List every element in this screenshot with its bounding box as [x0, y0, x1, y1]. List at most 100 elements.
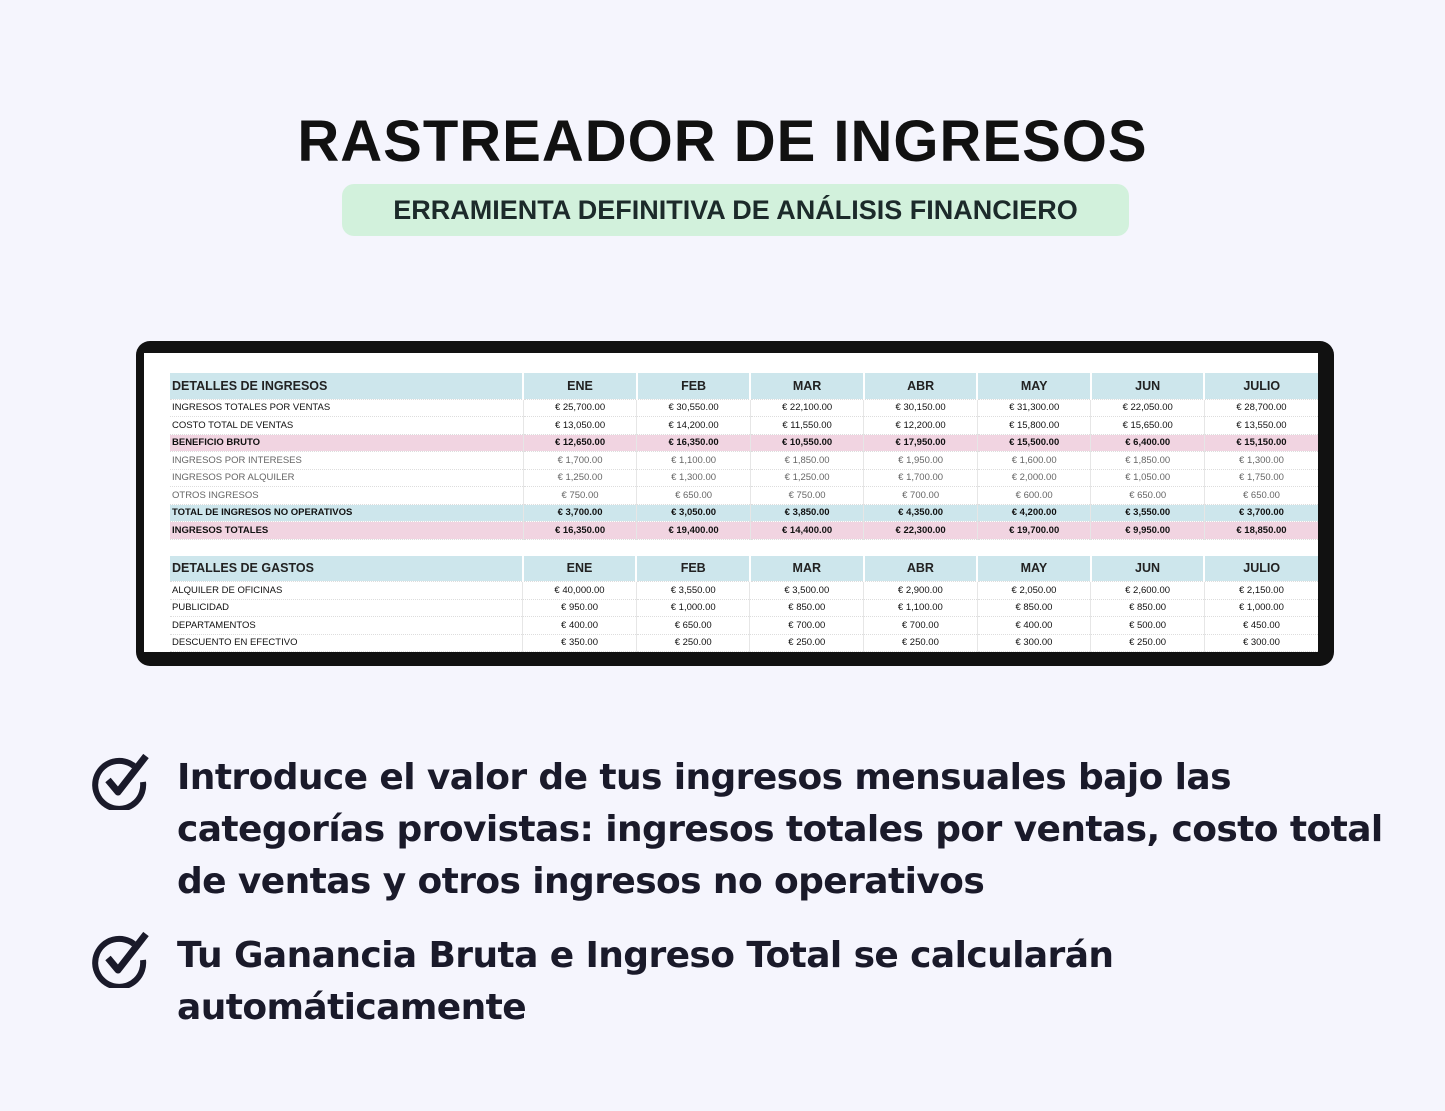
value-cell[interactable]: € 16,350.00 — [522, 521, 637, 540]
value-cell[interactable]: € 300.00 — [1203, 634, 1318, 652]
table-row: DEPARTAMENTOS € 400.00 € 650.00 € 700.00 € 7… — [170, 616, 1318, 635]
value-cell[interactable]: € 3,500.00 — [749, 581, 864, 600]
value-cell[interactable]: € 25,700.00 — [522, 399, 637, 417]
value-cell[interactable]: € 4,350.00 — [863, 504, 978, 522]
row-label: INGRESOS TOTALES — [170, 521, 524, 540]
table-row: COSTO TOTAL DE VENTAS € 13,050.00 € 14,200… — [170, 416, 1318, 435]
value-cell[interactable]: € 250.00 — [1090, 634, 1205, 652]
value-cell[interactable]: € 1,300.00 — [636, 469, 751, 487]
value-cell[interactable]: € 250.00 — [635, 634, 750, 652]
row-label: COSTO TOTAL DE VENTAS — [170, 416, 524, 435]
page-title: RASTREADOR DE INGRESOS — [297, 109, 1148, 174]
value-cell[interactable]: € 1,000.00 — [1203, 599, 1318, 617]
month-header: MAR — [748, 555, 864, 582]
value-cell[interactable]: € 15,650.00 — [1090, 416, 1205, 435]
value-cell[interactable]: € 3,050.00 — [636, 504, 751, 522]
value-cell[interactable]: € 250.00 — [863, 634, 978, 652]
value-cell[interactable]: € 1,700.00 — [522, 451, 637, 470]
value-cell[interactable]: € 2,050.00 — [976, 581, 1091, 600]
value-cell[interactable]: € 1,600.00 — [976, 451, 1091, 470]
value-cell[interactable]: € 700.00 — [863, 616, 978, 635]
value-cell[interactable]: € 2,600.00 — [1090, 581, 1205, 600]
value-cell[interactable]: € 650.00 — [1090, 486, 1205, 505]
value-cell[interactable]: € 300.00 — [976, 634, 1091, 652]
value-cell[interactable]: € 22,100.00 — [749, 399, 864, 417]
value-cell[interactable]: € 400.00 — [522, 616, 637, 635]
value-cell[interactable]: € 1,700.00 — [863, 469, 978, 487]
value-cell[interactable]: € 16,350.00 — [636, 434, 751, 452]
value-cell[interactable]: € 15,150.00 — [1203, 434, 1318, 452]
value-cell[interactable]: € 30,550.00 — [636, 399, 751, 417]
table-row: INGRESOS POR INTERESES € 1,700.00 € 1,100.… — [170, 451, 1318, 470]
feature-text: Introduce el valor de tus ingresos mensu… — [177, 757, 1383, 902]
value-cell[interactable]: € 1,850.00 — [749, 451, 864, 470]
value-cell[interactable]: € 950.00 — [522, 599, 637, 617]
value-cell[interactable]: € 1,100.00 — [636, 451, 751, 470]
value-cell[interactable]: € 2,150.00 — [1203, 581, 1318, 600]
row-label: INGRESOS TOTALES POR VENTAS — [170, 399, 524, 417]
value-cell[interactable]: € 600.00 — [976, 486, 1091, 505]
value-cell[interactable]: € 40,000.00 — [522, 581, 637, 600]
value-cell[interactable]: € 400.00 — [976, 616, 1091, 635]
value-cell[interactable]: € 650.00 — [1203, 486, 1318, 505]
value-cell[interactable]: € 4,200.00 — [976, 504, 1091, 522]
value-cell[interactable]: € 1,950.00 — [863, 451, 978, 470]
value-cell[interactable]: € 13,050.00 — [522, 416, 637, 435]
value-cell[interactable]: € 750.00 — [749, 486, 864, 505]
value-cell[interactable]: € 10,550.00 — [749, 434, 864, 452]
value-cell[interactable]: € 450.00 — [1203, 616, 1318, 635]
value-cell[interactable]: € 1,250.00 — [522, 469, 637, 487]
month-header: FEB — [635, 373, 751, 400]
value-cell[interactable]: € 1,250.00 — [749, 469, 864, 487]
table-row: INGRESOS POR ALQUILER € 1,250.00 € 1,300.0… — [170, 469, 1318, 487]
value-cell[interactable]: € 650.00 — [635, 616, 750, 635]
value-cell[interactable]: € 12,650.00 — [522, 434, 637, 452]
value-cell[interactable]: € 1,100.00 — [863, 599, 978, 617]
value-cell[interactable]: € 12,200.00 — [863, 416, 978, 435]
value-cell[interactable]: € 3,550.00 — [635, 581, 750, 600]
value-cell[interactable]: € 3,700.00 — [522, 504, 637, 522]
value-cell[interactable]: € 650.00 — [636, 486, 751, 505]
value-cell[interactable]: € 19,700.00 — [976, 521, 1091, 540]
row-label: INGRESOS POR ALQUILER — [170, 469, 524, 487]
value-cell[interactable]: € 17,950.00 — [863, 434, 978, 452]
value-cell[interactable]: € 700.00 — [749, 616, 864, 635]
value-cell[interactable]: € 2,900.00 — [863, 581, 978, 600]
value-cell[interactable]: € 1,750.00 — [1203, 469, 1318, 487]
value-cell[interactable]: € 850.00 — [1090, 599, 1205, 617]
value-cell[interactable]: € 3,850.00 — [749, 504, 864, 522]
value-cell[interactable]: € 19,400.00 — [636, 521, 751, 540]
value-cell[interactable]: € 15,800.00 — [976, 416, 1091, 435]
month-header: JULIO — [1203, 555, 1318, 582]
value-cell[interactable]: € 350.00 — [522, 634, 637, 652]
value-cell[interactable]: € 850.00 — [749, 599, 864, 617]
value-cell[interactable]: € 3,550.00 — [1090, 504, 1205, 522]
value-cell[interactable]: € 850.00 — [976, 599, 1091, 617]
value-cell[interactable]: € 6,400.00 — [1090, 434, 1205, 452]
value-cell[interactable]: € 3,700.00 — [1203, 504, 1318, 522]
value-cell[interactable]: € 28,700.00 — [1203, 399, 1318, 417]
value-cell[interactable]: € 9,950.00 — [1090, 521, 1205, 540]
value-cell[interactable]: € 1,050.00 — [1090, 469, 1205, 487]
value-cell[interactable]: € 750.00 — [522, 486, 637, 505]
value-cell[interactable]: € 11,550.00 — [749, 416, 864, 435]
value-cell[interactable]: € 14,200.00 — [636, 416, 751, 435]
value-cell[interactable]: € 22,300.00 — [863, 521, 978, 540]
value-cell[interactable]: € 18,850.00 — [1203, 521, 1318, 540]
value-cell[interactable]: € 2,000.00 — [976, 469, 1091, 487]
value-cell[interactable]: € 700.00 — [863, 486, 978, 505]
section-header: DETALLES DE GASTOS — [170, 555, 523, 582]
value-cell[interactable]: € 1,300.00 — [1203, 451, 1318, 470]
value-cell[interactable]: € 30,150.00 — [863, 399, 978, 417]
feature-list: Introduce el valor de tus ingresos mensu… — [90, 752, 1390, 1056]
value-cell[interactable]: € 22,050.00 — [1090, 399, 1205, 417]
spreadsheet-preview: DETALLES DE INGRESOS ENE FEB MAR ABR MAY JUN JU… — [144, 353, 1318, 652]
value-cell[interactable]: € 500.00 — [1090, 616, 1205, 635]
value-cell[interactable]: € 1,000.00 — [635, 599, 750, 617]
value-cell[interactable]: € 13,550.00 — [1203, 416, 1318, 435]
value-cell[interactable]: € 1,850.00 — [1090, 451, 1205, 470]
value-cell[interactable]: € 250.00 — [749, 634, 864, 652]
value-cell[interactable]: € 15,500.00 — [976, 434, 1091, 452]
value-cell[interactable]: € 31,300.00 — [976, 399, 1091, 417]
value-cell[interactable]: € 14,400.00 — [749, 521, 864, 540]
